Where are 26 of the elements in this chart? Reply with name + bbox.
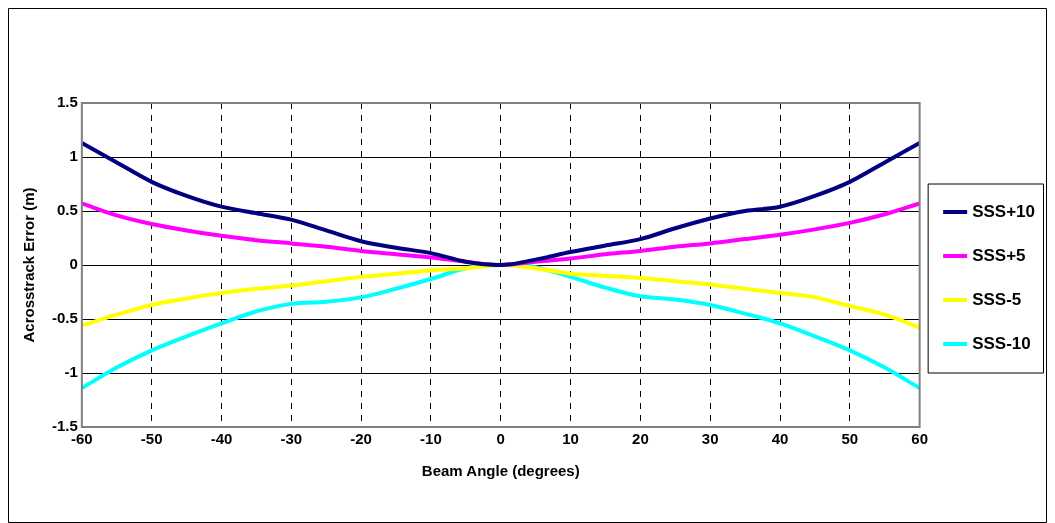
- legend-label: SSS+10: [972, 201, 1036, 221]
- legend-label: SSS-10: [972, 333, 1031, 353]
- y-tick-label: -1: [64, 363, 78, 381]
- y-tick-label: 0: [69, 255, 78, 273]
- x-tick-label: -50: [140, 430, 163, 448]
- x-tick-label: -10: [420, 430, 442, 448]
- y-tick-label: 1: [69, 147, 78, 165]
- legend-label: SSS-5: [972, 289, 1022, 309]
- x-tick-label: -20: [350, 430, 372, 448]
- y-tick-label: -0.5: [51, 309, 78, 327]
- x-tick-label: 20: [632, 430, 649, 448]
- x-tick-label: 40: [771, 430, 789, 448]
- x-tick-label: 10: [562, 430, 579, 448]
- x-tick-label: -40: [210, 430, 233, 448]
- x-axis-title: Beam Angle (degrees): [421, 462, 580, 480]
- x-tick-label: 0: [496, 430, 505, 448]
- legend-label: SSS+5: [972, 245, 1026, 265]
- x-tick-label: -30: [280, 430, 303, 448]
- x-tick-label: 50: [841, 430, 859, 448]
- x-tick-label: 30: [701, 430, 719, 448]
- x-tick-label: 60: [911, 430, 928, 448]
- y-axis-title: Acrosstrack Error (m): [19, 187, 37, 343]
- y-tick-label: 0.5: [56, 201, 78, 219]
- y-tick-label: 1.5: [56, 93, 78, 111]
- line-series: [81, 263, 920, 330]
- line-series: [81, 140, 920, 267]
